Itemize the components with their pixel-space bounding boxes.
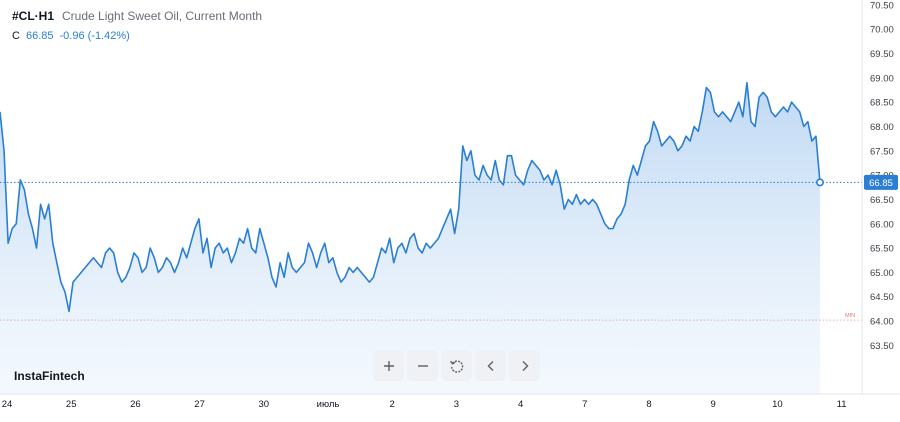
time-tick-label: 8	[646, 399, 651, 410]
price-tick-label: 70.00	[870, 25, 894, 36]
price-tick-label: 67.50	[870, 146, 894, 157]
current-price-label: 66.85	[864, 174, 898, 190]
current-price-value: 66.85	[869, 178, 893, 189]
price-tick-label: 65.50	[870, 244, 894, 255]
price-tick-label: 68.00	[870, 122, 894, 133]
price-tick-label: 65.00	[870, 268, 894, 279]
price-area	[0, 82, 820, 394]
change-value: -0.96 (-1.42%)	[59, 30, 130, 42]
time-tick-label: 3	[454, 399, 459, 410]
plus-icon	[383, 360, 394, 371]
time-tick-label: 30	[259, 399, 270, 410]
time-tick-label: 24	[2, 399, 13, 410]
time-tick-label: 2	[390, 399, 395, 410]
current-price-dot	[815, 178, 824, 187]
price-tick-label: 63.50	[870, 341, 894, 352]
time-tick-label: 25	[66, 399, 77, 410]
time-tick-label: 26	[130, 399, 141, 410]
price-tick-label: 69.00	[870, 73, 894, 84]
chart-toolbar	[373, 350, 540, 381]
time-tick-label: июль	[317, 399, 340, 410]
time-tick-label: 27	[194, 399, 205, 410]
time-tick-label: 11	[837, 399, 847, 410]
price-tick-label: 68.50	[870, 98, 894, 109]
price-tick-label: 70.50	[870, 0, 894, 11]
time-tick-label: 7	[582, 399, 587, 410]
zoom-in-button[interactable]	[373, 350, 404, 381]
chevron-left-icon	[487, 360, 493, 371]
price-tick-label: 69.50	[870, 49, 894, 60]
price-tick-label: 64.50	[870, 292, 894, 303]
reset-button[interactable]	[441, 350, 472, 381]
price-line	[0, 81, 821, 313]
time-tick-label: 9	[711, 399, 716, 410]
brand-logo: InstaFintech	[14, 369, 85, 383]
ohlc-legend: C 66.85 -0.96 (-1.42%)	[12, 30, 130, 42]
close-value: 66.85	[25, 30, 54, 42]
chart-header: #CL·H1 Crude Light Sweet Oil, Current Mon…	[12, 9, 262, 23]
price-tick-label: 66.50	[870, 195, 894, 206]
scroll-left-button[interactable]	[475, 350, 506, 381]
close-label: C	[12, 30, 20, 42]
min-label: MIN	[845, 313, 855, 319]
scroll-right-button[interactable]	[509, 350, 540, 381]
time-tick-label: 10	[772, 399, 783, 410]
price-tick-label: 64.00	[870, 317, 894, 328]
minus-icon	[417, 364, 428, 367]
chevron-right-icon	[522, 360, 528, 371]
symbol-label: #CL·H1	[12, 9, 55, 23]
reset-icon	[449, 359, 463, 373]
time-axis: 24 25 26 27 30 июль 2 3 4 7 8 9 10 11	[2, 399, 847, 410]
price-tick-label: 66.00	[870, 219, 894, 230]
time-tick-label: 4	[518, 399, 523, 410]
zoom-out-button[interactable]	[407, 350, 438, 381]
instrument-description: Crude Light Sweet Oil, Current Month	[62, 9, 263, 23]
